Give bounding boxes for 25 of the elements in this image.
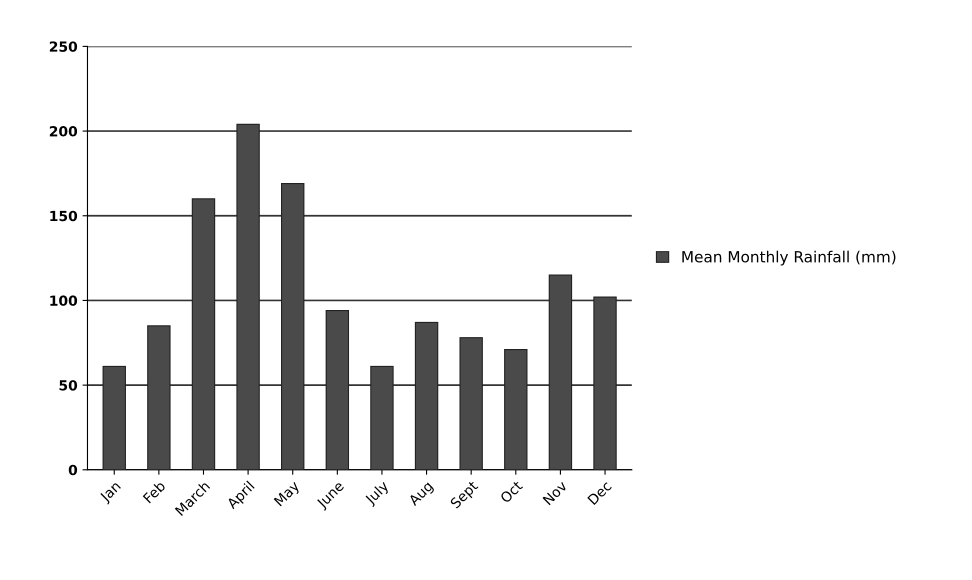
bar [281,183,304,470]
bar [102,366,126,470]
bar [192,198,216,470]
x-tick-label: Oct [500,480,524,504]
bar [459,337,483,470]
x-tick-label: Jan [98,480,123,505]
bar [593,296,617,470]
y-tick-label: 150 [50,210,78,222]
x-tick-label: Dec [587,480,612,506]
y-tick-label: 100 [50,295,78,306]
bar [504,349,528,470]
x-tick-label: Feb [142,480,166,504]
y-tick-label: 200 [50,126,78,137]
y-tick-label: 0 [68,464,78,476]
bar [370,366,394,470]
x-tick-label: Nov [542,480,568,506]
legend-label: Mean Monthly Rainfall (mm) [682,250,896,266]
bar [147,325,171,470]
bar [548,274,572,470]
bar [326,310,350,470]
bar [236,124,260,470]
x-tick-label: Aug [408,480,436,508]
y-tick-label: 50 [60,380,78,391]
y-tick-label: 250 [50,41,78,52]
bar [414,322,438,470]
